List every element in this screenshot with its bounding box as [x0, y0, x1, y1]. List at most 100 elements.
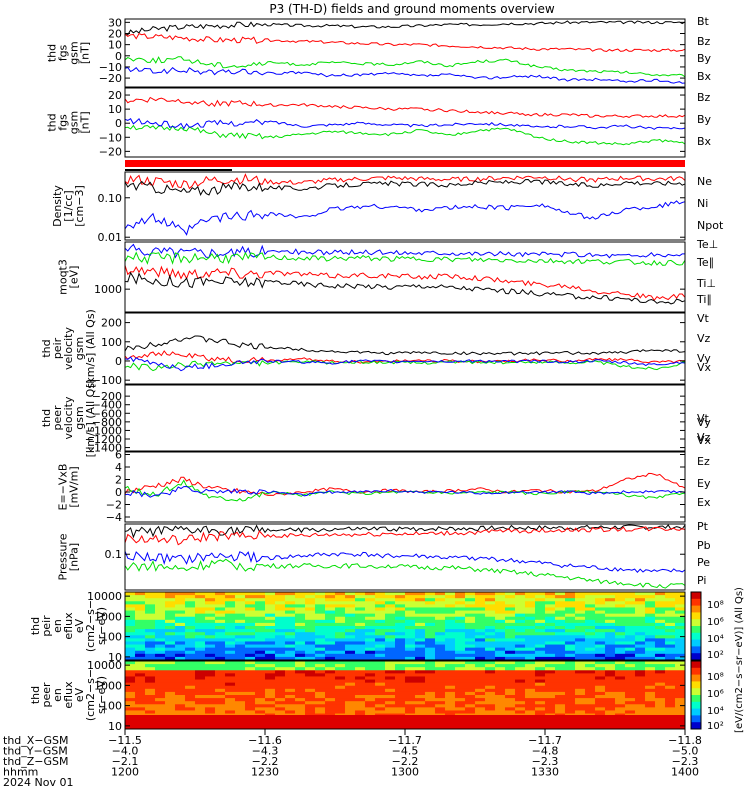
- heat-cell: [665, 679, 676, 684]
- heat-cell: [525, 653, 536, 658]
- heat-cell: [645, 622, 656, 627]
- heat-cell: [265, 695, 276, 699]
- heat-cell: [315, 679, 326, 684]
- heat-cell: [445, 715, 456, 729]
- heat-cell: [205, 622, 216, 627]
- heat-cell: [395, 647, 406, 652]
- heat-cell: [235, 653, 246, 658]
- heat-cell: [415, 601, 426, 605]
- heat-cell: [265, 598, 276, 602]
- panels: 3020100−10−20thdfgsgsm[nT]BtBzByBx20100−…: [29, 15, 724, 733]
- heat-cell: [185, 667, 196, 671]
- heat-cell: [595, 695, 606, 699]
- heat-cell: [155, 664, 166, 668]
- heat-cell: [415, 656, 426, 661]
- y-tick-label: −20: [99, 72, 122, 85]
- heat-cell: [415, 638, 426, 642]
- heat-cell: [515, 622, 526, 627]
- heat-cell: [405, 685, 416, 690]
- heat-cell: [495, 673, 506, 677]
- heat-cell: [245, 695, 256, 699]
- heat-cell: [315, 604, 326, 608]
- heat-cell: [395, 610, 406, 615]
- heat-cell: [535, 650, 546, 655]
- heat-cell: [365, 676, 376, 681]
- heat-cell: [575, 691, 586, 696]
- heat-cell: [425, 613, 436, 618]
- heat-cell: [555, 676, 566, 681]
- heat-cell: [475, 691, 486, 696]
- heat-cell: [455, 610, 466, 615]
- heat-cell: [545, 653, 556, 658]
- heat-cell: [155, 695, 166, 699]
- heat-cell: [435, 670, 446, 674]
- heat-cell: [625, 661, 636, 665]
- heat-cell: [505, 707, 516, 711]
- heat-cell: [585, 695, 596, 699]
- heat-cell: [295, 661, 306, 665]
- heat-cell: [375, 676, 386, 681]
- heat-cell: [295, 647, 306, 652]
- heat-cell: [535, 607, 546, 612]
- heat-cell: [485, 670, 496, 674]
- heat-cell: [485, 647, 496, 652]
- heat-cell: [125, 701, 136, 705]
- heat-cell: [235, 710, 246, 715]
- heat-cell: [235, 616, 246, 621]
- heat-cell: [245, 707, 256, 711]
- y-tick-label: −10: [99, 131, 122, 144]
- heat-cell: [145, 629, 156, 633]
- heat-cell: [565, 610, 576, 615]
- heat-cell: [525, 704, 536, 708]
- heat-cell: [265, 592, 276, 596]
- heat-cell: [265, 710, 276, 715]
- heat-cell: [615, 629, 626, 633]
- heat-cell: [675, 670, 686, 674]
- heat-cell: [675, 632, 686, 636]
- heat-cell: [595, 698, 606, 702]
- panel-frame: [124, 591, 686, 661]
- heat-cell: [335, 673, 346, 677]
- heat-cell: [415, 629, 426, 633]
- x-tick-label: 1200: [111, 766, 139, 779]
- heat-cell: [345, 626, 356, 630]
- heat-cell: [465, 695, 476, 699]
- y-tick-label: 10: [108, 651, 122, 664]
- panel-frame: [124, 312, 686, 385]
- heat-cell: [315, 710, 326, 715]
- heat-cell: [245, 670, 256, 674]
- heat-cell: [355, 638, 366, 642]
- heat-cell: [465, 661, 476, 665]
- heat-cell: [665, 598, 676, 602]
- heat-cell: [675, 656, 686, 661]
- heat-cell: [285, 650, 296, 655]
- heat-cell: [515, 688, 526, 693]
- heat-cell: [565, 647, 576, 652]
- heat-cell: [485, 661, 496, 665]
- heat-cell: [355, 592, 366, 596]
- heat-cell: [565, 698, 576, 702]
- heat-cell: [305, 667, 316, 671]
- heat-cell: [505, 710, 516, 715]
- heat-cell: [345, 619, 356, 624]
- heat-cell: [195, 619, 206, 624]
- heat-cell: [395, 682, 406, 687]
- heat-cell: [315, 626, 326, 630]
- heat-cell: [515, 647, 526, 652]
- legend-By: By: [697, 52, 712, 65]
- heat-cell: [485, 667, 496, 671]
- heat-cell: [585, 613, 596, 618]
- heat-cell: [395, 695, 406, 699]
- heat-cell: [425, 679, 436, 684]
- x-tick-label: −11.7: [388, 734, 422, 747]
- heat-cell: [165, 688, 176, 693]
- heat-cell: [435, 592, 446, 596]
- heat-cell: [335, 691, 346, 696]
- heat-cell: [395, 638, 406, 642]
- heat-cell: [655, 595, 666, 599]
- heat-cell: [295, 685, 306, 690]
- heat-cell: [665, 670, 676, 674]
- heat-cell: [635, 607, 646, 612]
- heat-cell: [435, 682, 446, 687]
- heat-cell: [185, 661, 196, 665]
